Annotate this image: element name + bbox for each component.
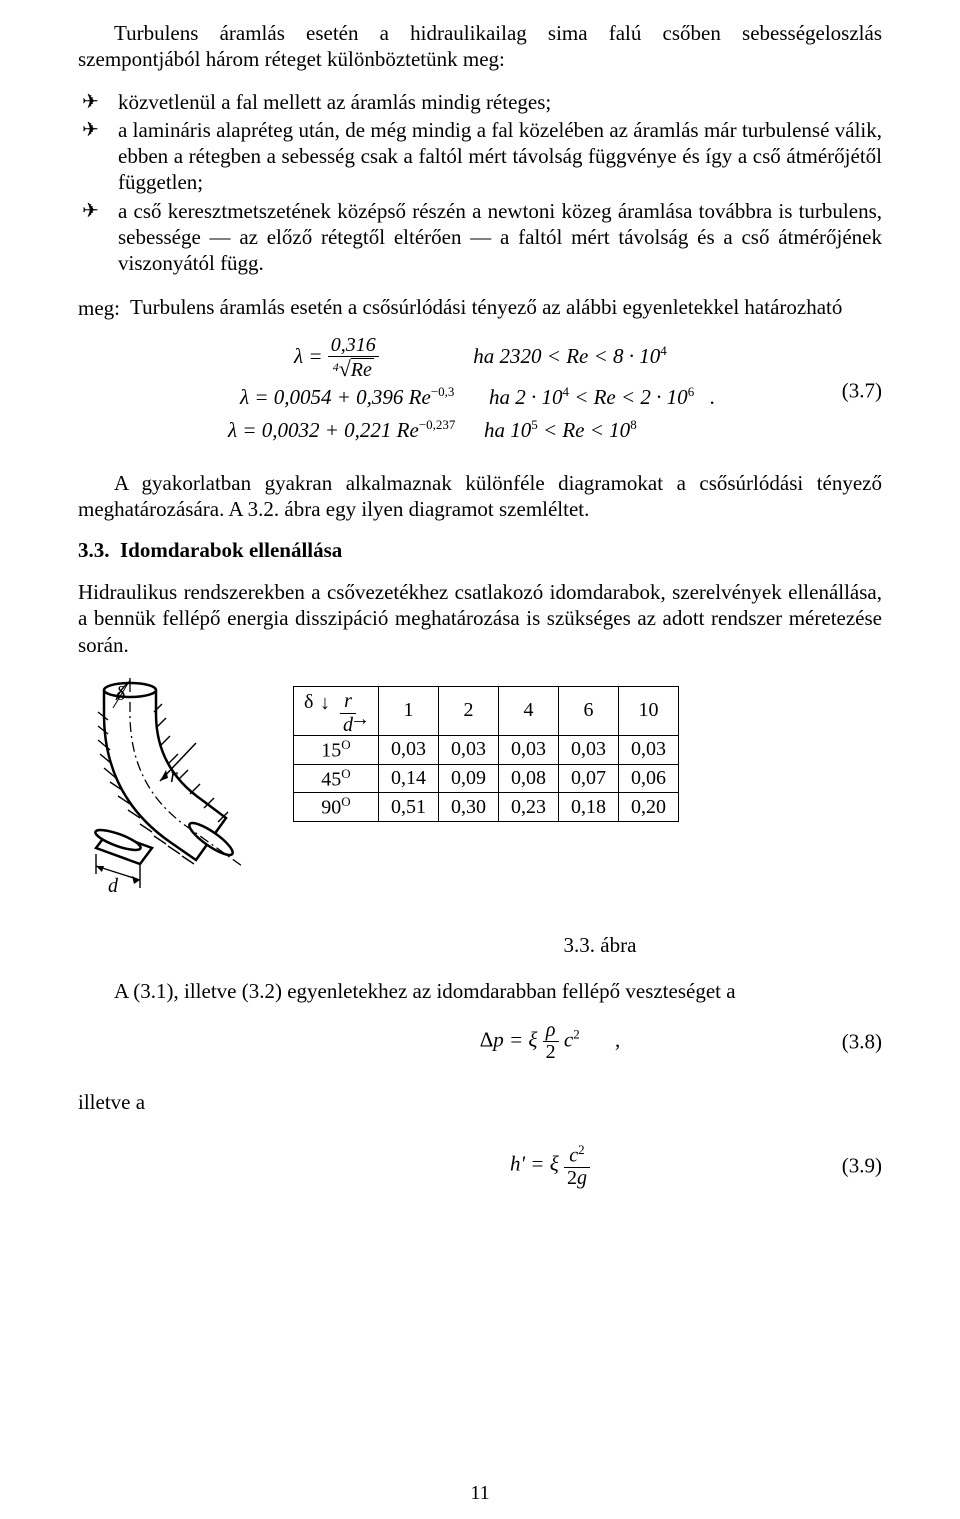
bullet-2: a lamináris alapréteg után, de még mindi…: [78, 117, 882, 196]
eq37-number: (3.7): [842, 379, 882, 404]
cell: 0,18: [559, 793, 619, 822]
cell: 0,03: [619, 735, 679, 764]
table-row: 15O 0,03 0,03 0,03 0,03 0,03: [294, 735, 679, 764]
corner-right-arrow: →: [350, 708, 370, 731]
row-label: 15O: [294, 735, 379, 764]
cell: 0,30: [439, 793, 499, 822]
eq37-line1-lhs: λ =: [294, 343, 323, 367]
eq38-eq: = ξ: [504, 1028, 543, 1052]
eq39-num-exp: 2: [578, 1142, 585, 1157]
para-6: illetve a: [78, 1089, 882, 1115]
cell: 0,23: [499, 793, 559, 822]
section-title: Idomdarabok ellenállása: [120, 538, 342, 562]
corner-delta: δ: [304, 691, 313, 714]
cell: 0,06: [619, 764, 679, 793]
eq38-c: c: [559, 1028, 574, 1052]
para-5: A (3.1), illetve (3.2) egyenletekhez az …: [78, 978, 882, 1004]
table-row: 45O 0,14 0,09 0,08 0,07 0,06: [294, 764, 679, 793]
eq39-den-2: 2: [567, 1167, 577, 1189]
fig-r-label: r: [170, 765, 178, 787]
table-corner-cell: δ ↓ r d →: [294, 686, 379, 735]
col-1: 1: [379, 686, 439, 735]
col-2: 2: [439, 686, 499, 735]
cell: 0,51: [379, 793, 439, 822]
col-4: 6: [559, 686, 619, 735]
eq37-l2-e2: 6: [688, 384, 695, 399]
eq39-prime: ' = ξ: [521, 1152, 564, 1176]
meg-lead: meg:: [78, 296, 130, 321]
cell: 0,07: [559, 764, 619, 793]
eq37-line1-cond-exp: 4: [660, 342, 667, 357]
table-header-row: δ ↓ r d → 1 2 4 6 10: [294, 686, 679, 735]
eq37-l3-mid: < Re < 10: [538, 418, 631, 442]
col-5: 10: [619, 686, 679, 735]
fig-d-label: d: [108, 875, 119, 897]
eq37-l3-e2: 8: [630, 417, 637, 432]
cell: 0,03: [379, 735, 439, 764]
intro-para-1: Turbulens áramlás esetén a hidraulikaila…: [78, 20, 882, 73]
eq39-number: (3.9): [842, 1154, 882, 1179]
eq37-line2: λ = 0,0054 + 0,396 Re: [240, 385, 431, 409]
eq37-line1-num: 0,316: [328, 335, 379, 357]
eq37-line1-den: Re: [351, 358, 374, 381]
eq37-line2-exp: −0,3: [431, 384, 455, 399]
cell: 0,09: [439, 764, 499, 793]
cell: 0,20: [619, 793, 679, 822]
eq38-den: 2: [543, 1042, 559, 1063]
row-label: 45O: [294, 764, 379, 793]
eq37-line3-cond: ha 10: [484, 418, 531, 442]
eq38-number: (3.8): [842, 1029, 882, 1054]
eq38-p: p: [493, 1028, 504, 1052]
row-label: 90O: [294, 793, 379, 822]
eq38-exp: 2: [573, 1027, 580, 1042]
fig-delta-label: δ: [116, 683, 125, 705]
eq39-num-c: c: [569, 1145, 578, 1167]
eq39-h: h: [510, 1152, 521, 1176]
cell: 0,08: [499, 764, 559, 793]
corner-down-arrow: ↓: [320, 692, 330, 715]
bullet-1: közvetlenül a fal mellett az áramlás min…: [78, 89, 882, 115]
eq38-num: ρ: [543, 1020, 559, 1042]
cell: 0,14: [379, 764, 439, 793]
para-3: A gyakorlatban gyakran alkalmaznak külön…: [78, 470, 882, 523]
eq37-line3-exp: −0,237: [419, 417, 456, 432]
equation-3-9: h' = ξ c22g (3.9): [78, 1143, 882, 1189]
eq37-line2-cond: ha 2 · 10: [489, 385, 563, 409]
col-3: 4: [499, 686, 559, 735]
eq37-line3: λ = 0,0032 + 0,221 Re: [228, 418, 419, 442]
eq38-comma: ,: [615, 1028, 620, 1052]
eq37-line1-cond: ha 2320 < Re < 8 · 10: [473, 343, 660, 367]
para-4: Hidraulikus rendszerekben a csővezetékhe…: [78, 579, 882, 658]
cell: 0,03: [439, 735, 499, 764]
loss-coef-table: δ ↓ r d → 1 2 4 6 10 15O 0,03: [293, 686, 679, 822]
section-3-3-heading: 3.3. Idomdarabok ellenállása: [78, 538, 882, 563]
eq39-den-g: g: [577, 1167, 587, 1189]
cell: 0,03: [559, 735, 619, 764]
equation-3-8: Δp = ξ ρ2 c2 , (3.8): [78, 1020, 882, 1063]
table-row: 90O 0,51 0,30 0,23 0,18 0,20: [294, 793, 679, 822]
eq37-l2-mid: < Re < 2 · 10: [569, 385, 688, 409]
eq37-dot: .: [709, 385, 714, 409]
eq38-delta: Δ: [480, 1028, 494, 1052]
section-num: 3.3.: [78, 538, 110, 562]
bullet-3: a cső keresztmetszetének középső részén …: [78, 198, 882, 277]
intro-para-2: Turbulens áramlás esetén a csősúrlódási …: [130, 294, 882, 320]
equation-3-7: λ = 0,316 4√Re ha 2320 < Re < 8 · 104 λ …: [78, 335, 882, 448]
page-number: 11: [0, 1482, 960, 1505]
elbow-figure: δ r d: [78, 678, 253, 903]
cell: 0,03: [499, 735, 559, 764]
turbulence-bullets: közvetlenül a fal mellett az áramlás min…: [78, 89, 882, 277]
fig-3-3-caption: 3.3. ábra: [318, 933, 882, 958]
